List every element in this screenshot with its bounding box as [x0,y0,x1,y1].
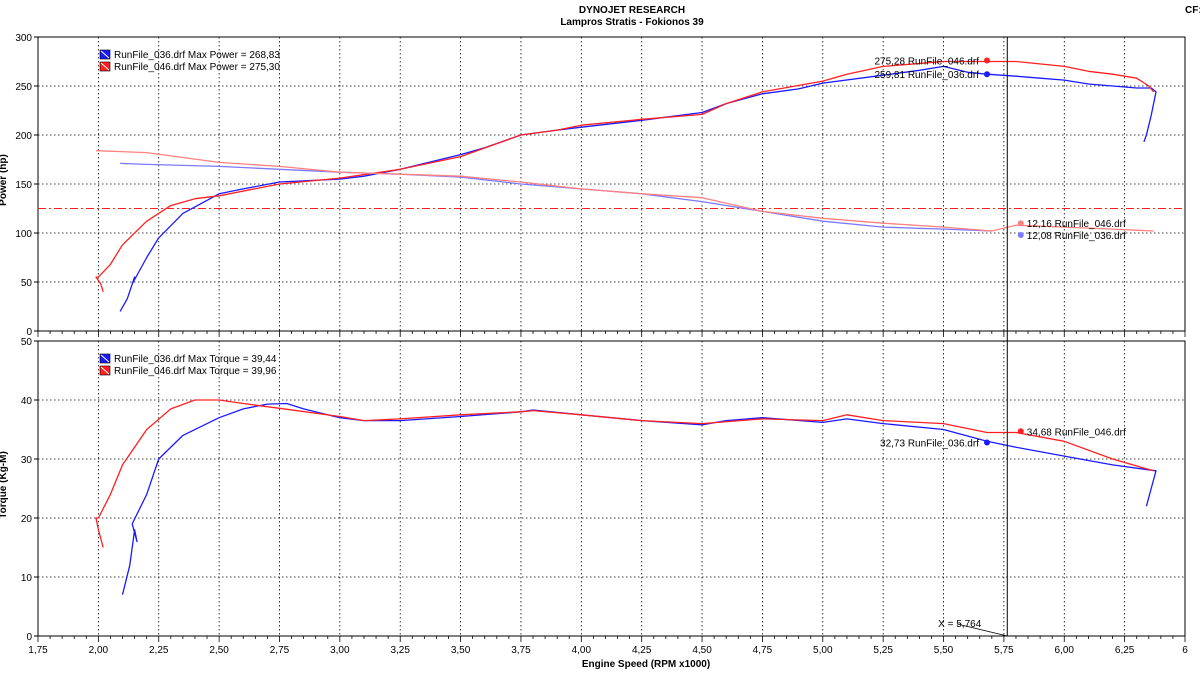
x-tick-label: 5,75 [994,645,1014,656]
torque-marker-label: 32,73 RunFile_036.drf [880,438,979,449]
x-tick-label: 4,75 [753,645,773,656]
power-marker-label: 12,08 RunFile_036.drf [1027,231,1126,242]
torque-marker-label: 34,68 RunFile_046.drf [1027,427,1126,438]
x-tick-label: 3,25 [390,645,410,656]
power-marker-label: 12,16 RunFile_046.drf [1027,219,1126,230]
cursor-callout-line [957,623,1008,637]
power-legend-swatch-stripe [100,62,110,71]
x-tick-label: 3,75 [511,645,531,656]
x-tick-label: 2,50 [209,645,229,656]
torque-legend-entry: RunFile_036.drf Max Torque = 39,44 [114,354,277,365]
x-tick-label: 4,50 [692,645,712,656]
x-tick-label: 5,25 [873,645,893,656]
cursor-value-label: X = 5,764 [938,619,982,630]
torque-y-tick-label: 20 [21,514,33,525]
torque-y-tick-label: 50 [21,337,33,348]
chart-subtitle: Lampros Stratis - Fokionos 39 [560,17,704,28]
power-y-tick-label: 50 [21,278,33,289]
power-marker-dot [983,57,990,64]
torque-chart: 0 10 20 30 40 50 RunFile_036.drf Max Torque = … [21,337,1188,656]
torque-legend-entry: RunFile_046.drf Max Torque = 39,96 [114,366,277,377]
power-marker-label: 275,28 RunFile_046.drf [874,57,979,68]
torque-y-tick-label: 10 [21,573,33,584]
x-tick-label: 5,00 [813,645,833,656]
torque-y-tick-label: 40 [21,396,33,407]
power-y-tick-label: 150 [15,180,32,191]
power-y-axis-label: Power (hp) [0,154,9,206]
power-y-tick-label: 0 [26,327,32,338]
power-series-line-0 [119,65,1157,312]
chart-title: DYNOJET RESEARCH [579,5,685,16]
x-tick-label: 4,25 [632,645,652,656]
power-marker-dot [983,71,990,78]
x-tick-label: 3,00 [330,645,350,656]
power-y-tick-label: 250 [15,82,32,93]
power-y-tick-label: 100 [15,229,32,240]
power-marker-dot [1017,231,1024,238]
torque-marker-dot [1017,428,1024,435]
x-tick-label: 3,50 [451,645,471,656]
torque-legend-swatch-stripe [100,354,110,363]
x-tick-label: 6,00 [1055,645,1075,656]
power-chart: 0 50 100 150 200 250 300 RunFile_036.drf Max Po… [15,33,1186,338]
x-tick-label: 2,00 [89,645,109,656]
torque-series-line-1 [95,399,1154,548]
x-tick-label: 4,00 [572,645,592,656]
power-legend-swatch-stripe [100,50,110,59]
torque-legend-swatch-stripe [100,366,110,375]
torque-plot-area [37,340,1186,637]
power-series-line-2 [120,162,992,232]
power-marker-dot [1017,220,1024,227]
power-legend-entry: RunFile_036.drf Max Power = 268,83 [114,50,280,61]
x-tick-label: 5,50 [934,645,954,656]
torque-y-axis-label: Torque (Kg-M) [0,451,9,519]
x-tick-label: 1,75 [28,645,48,656]
cf-label: CF: [1185,5,1200,16]
torque-marker-dot [983,439,990,446]
power-series-line-1 [95,60,1155,292]
x-tick-label: 2,75 [270,645,290,656]
torque-y-tick-label: 0 [26,632,32,643]
x-tick-label: 6,25 [1115,645,1135,656]
power-series-line-3 [95,150,1154,232]
power-legend-entry: RunFile_046.drf Max Power = 275,30 [114,62,280,73]
x-axis-label: Engine Speed (RPM x1000) [582,659,710,670]
power-marker-label: 259,81 RunFile_036.drf [874,70,979,81]
x-tick-label: 6 [1182,645,1188,656]
power-y-tick-label: 200 [15,131,32,142]
x-tick-label: 2,25 [149,645,169,656]
power-y-tick-label: 300 [15,33,32,44]
torque-y-tick-label: 30 [21,455,33,466]
